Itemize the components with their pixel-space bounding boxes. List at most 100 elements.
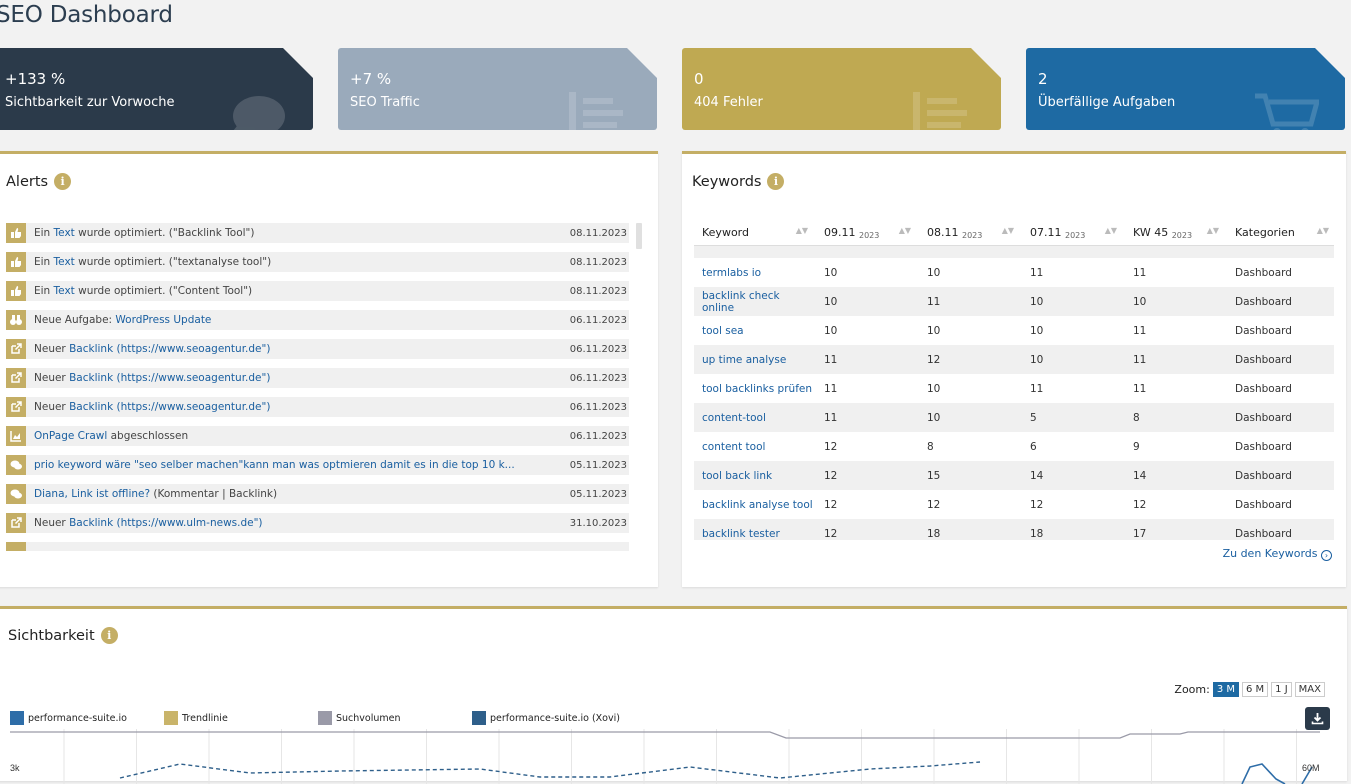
legend-swatch bbox=[318, 711, 332, 725]
keyword-link[interactable]: termlabs io bbox=[702, 266, 762, 279]
alert-item[interactable]: Neuer Backlink (https://www.seoagentur.d… bbox=[6, 339, 629, 359]
scrollbar[interactable] bbox=[636, 223, 642, 249]
info-icon[interactable]: i bbox=[767, 173, 785, 190]
xovi-line bbox=[119, 761, 981, 779]
keyword-link[interactable]: backlink analyse tool bbox=[702, 498, 813, 511]
keyword-link[interactable]: backlink tester bbox=[702, 527, 780, 540]
column-header[interactable]: 08.11 2023 ▲▼ bbox=[917, 226, 1020, 240]
alert-prefix: Neue Aufgabe: bbox=[34, 314, 116, 326]
column-header[interactable]: KW 45 2023 ▲▼ bbox=[1123, 226, 1225, 240]
table-row[interactable]: tool backlinks prüfen 11 10 11 11 Dashboard bbox=[694, 374, 1334, 403]
table-cell: Dashboard bbox=[1235, 295, 1292, 308]
alert-link[interactable]: Backlink (https://www.seoagentur.de") bbox=[69, 343, 271, 355]
table-row[interactable]: tool back link 12 15 14 14 Dashboard bbox=[694, 461, 1334, 490]
table-row[interactable]: content tool 12 8 6 9 Dashboard bbox=[694, 432, 1334, 461]
table-row[interactable]: backlink check online 10 11 10 10 Dashboard bbox=[694, 287, 1334, 316]
keywords-link[interactable]: Zu den Keywords › bbox=[1223, 547, 1332, 561]
alert-link[interactable]: Backlink (https://www.seoagentur.de") bbox=[69, 401, 271, 413]
alert-item[interactable]: Neuer Backlink (https://www.seoagentur.d… bbox=[6, 397, 629, 417]
alert-link[interactable]: prio keyword wäre "seo selber machen"kan… bbox=[34, 459, 515, 471]
stat-card-visibility[interactable]: +133 % Sichtbarkeit zur Vorwoche bbox=[0, 48, 313, 130]
zoom-option[interactable]: MAX bbox=[1294, 682, 1325, 697]
table-row[interactable]: termlabs io 10 10 11 11 Dashboard bbox=[694, 258, 1334, 287]
table-cell: 8 bbox=[927, 440, 934, 453]
stat-card-404-errors[interactable]: 0 404 Fehler bbox=[682, 48, 1001, 130]
alert-list[interactable]: Ein Text wurde optimiert. ("Backlink Too… bbox=[6, 223, 629, 551]
alert-item[interactable]: Diana, Link ist offline? (Kommentar | Ba… bbox=[6, 484, 629, 504]
download-icon bbox=[1311, 713, 1324, 725]
keyword-link[interactable]: backlink check online bbox=[702, 289, 780, 314]
sort-icon[interactable]: ▲▼ bbox=[898, 225, 911, 235]
alert-link[interactable]: Text bbox=[53, 256, 75, 268]
table-header: Keyword ▲▼ 09.11 2023 ▲▼ 08.11 2023 ▲▼ 07.11 … bbox=[694, 220, 1334, 246]
column-header[interactable]: 07.11 2023 ▲▼ bbox=[1020, 226, 1123, 240]
alert-link[interactable]: Text bbox=[53, 285, 75, 297]
stat-card-seo-traffic[interactable]: +7 % SEO Traffic bbox=[338, 48, 657, 130]
alert-date: 05.11.2023 bbox=[569, 488, 627, 500]
download-button[interactable] bbox=[1305, 707, 1330, 730]
visibility-title-text: Sichtbarkeit bbox=[8, 628, 95, 644]
column-header[interactable]: Kategorien ▲▼ bbox=[1225, 226, 1334, 240]
alert-link[interactable]: OnPage Crawl bbox=[34, 430, 108, 442]
alert-item[interactable]: Neuer Backlink (https://www.ulm-news.de"… bbox=[6, 513, 629, 533]
sort-icon[interactable]: ▲▼ bbox=[1316, 225, 1329, 235]
table-cell: 11 bbox=[1133, 353, 1147, 366]
legend-item[interactable]: Suchvolumen bbox=[318, 711, 472, 725]
alert-item[interactable] bbox=[6, 542, 629, 551]
table-cell: 10 bbox=[927, 382, 941, 395]
alerts-panel: Alerts i Ein Text wurde optimiert. ("Back… bbox=[0, 151, 658, 587]
keyword-link[interactable]: tool backlinks prüfen bbox=[702, 382, 812, 395]
keyword-link[interactable]: content-tool bbox=[702, 411, 766, 424]
legend-item[interactable]: performance-suite.io (Xovi) bbox=[472, 711, 672, 725]
legend-item[interactable]: performance-suite.io bbox=[10, 711, 164, 725]
keyword-link[interactable]: up time analyse bbox=[702, 353, 787, 366]
alert-link[interactable]: WordPress Update bbox=[115, 314, 212, 326]
column-header[interactable]: Keyword ▲▼ bbox=[694, 226, 814, 240]
alert-date: 08.11.2023 bbox=[569, 256, 627, 268]
table-cell: 12 bbox=[927, 498, 941, 511]
zoom-option[interactable]: 1 J bbox=[1271, 682, 1292, 697]
table-cell: 12 bbox=[1030, 498, 1044, 511]
alert-link[interactable]: Backlink (https://www.ulm-news.de") bbox=[69, 517, 263, 529]
sort-icon[interactable]: ▲▼ bbox=[795, 225, 808, 235]
alert-item[interactable]: Ein Text wurde optimiert. ("Content Tool… bbox=[6, 281, 629, 301]
alert-item[interactable]: Ein Text wurde optimiert. ("Backlink Too… bbox=[6, 223, 629, 243]
alert-link[interactable]: Diana, Link ist offline? bbox=[34, 488, 151, 500]
zoom-option[interactable]: 3 M bbox=[1212, 682, 1239, 697]
table-row[interactable]: content-tool 11 10 5 8 Dashboard bbox=[694, 403, 1334, 432]
table-cell: 14 bbox=[1133, 469, 1147, 482]
alert-item[interactable]: Neue Aufgabe: WordPress Update 06.11.2023 bbox=[6, 310, 629, 330]
alert-prefix: Ein bbox=[34, 227, 54, 239]
alert-link[interactable]: Text bbox=[53, 227, 75, 239]
alert-prefix: Ein bbox=[34, 256, 54, 268]
sort-icon[interactable]: ▲▼ bbox=[1104, 225, 1117, 235]
alert-item[interactable]: Ein Text wurde optimiert. ("textanalyse … bbox=[6, 252, 629, 272]
column-header[interactable]: 09.11 2023 ▲▼ bbox=[814, 226, 917, 240]
zoom-option[interactable]: 6 M bbox=[1242, 682, 1269, 697]
alert-link[interactable]: Backlink (https://www.seoagentur.de") bbox=[69, 372, 271, 384]
table-row[interactable]: backlink tester 12 18 18 17 Dashboard bbox=[694, 519, 1334, 540]
stat-card-overdue-tasks[interactable]: 2 Überfällige Aufgaben bbox=[1026, 48, 1345, 130]
alert-item[interactable]: prio keyword wäre "seo selber machen"kan… bbox=[6, 455, 629, 475]
alert-suffix: abgeschlossen bbox=[107, 430, 189, 442]
table-row[interactable]: backlink analyse tool 12 12 12 12 Dashboard bbox=[694, 490, 1334, 519]
table-row[interactable]: tool sea 10 10 10 11 Dashboard bbox=[694, 316, 1334, 345]
alert-item[interactable]: OnPage Crawl abgeschlossen 06.11.2023 bbox=[6, 426, 629, 446]
keyword-link[interactable]: content tool bbox=[702, 440, 766, 453]
keyword-link[interactable]: tool sea bbox=[702, 324, 744, 337]
list-icon bbox=[567, 92, 631, 130]
sort-icon[interactable]: ▲▼ bbox=[1206, 225, 1219, 235]
legend-item[interactable]: Trendlinie bbox=[164, 711, 318, 725]
comments-icon bbox=[6, 455, 26, 475]
thumbs-up-icon bbox=[6, 223, 26, 243]
sort-icon[interactable]: ▲▼ bbox=[1001, 225, 1014, 235]
info-icon[interactable]: i bbox=[54, 173, 72, 190]
table-cell: 11 bbox=[1030, 266, 1044, 279]
info-icon[interactable]: i bbox=[100, 627, 118, 644]
comments-icon bbox=[6, 484, 26, 504]
table-row[interactable]: up time analyse 11 12 10 11 Dashboard bbox=[694, 345, 1334, 374]
visibility-chart[interactable]: 3k 60M bbox=[10, 729, 1330, 784]
keyword-link[interactable]: tool back link bbox=[702, 469, 773, 482]
alert-item[interactable]: Neuer Backlink (https://www.seoagentur.d… bbox=[6, 368, 629, 388]
